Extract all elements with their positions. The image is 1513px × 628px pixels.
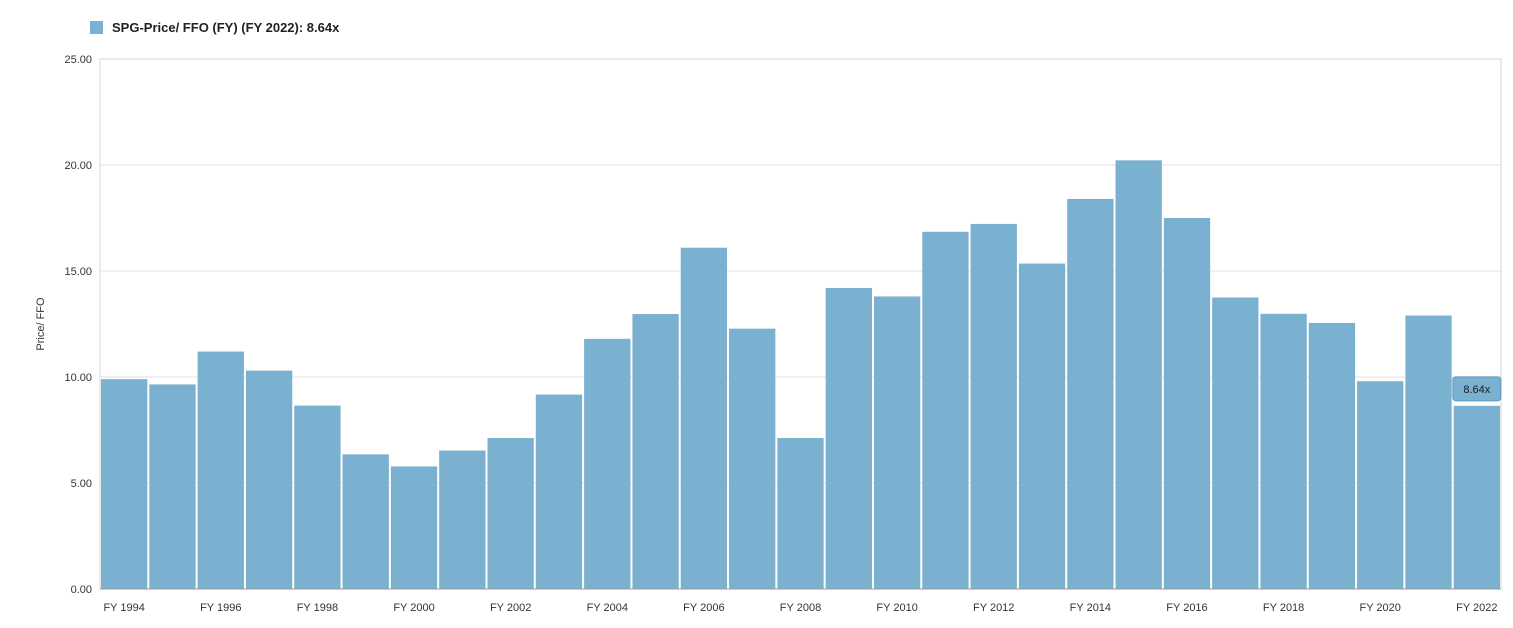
x-tick-label: FY 2000 (393, 602, 434, 614)
x-tick-label: FY 2006 (683, 602, 724, 614)
value-callout: 8.64x (1452, 376, 1502, 402)
x-tick-label: FY 1996 (200, 602, 241, 614)
y-axis-label: Price/ FFO (35, 297, 47, 351)
x-tick-label: FY 1998 (297, 602, 338, 614)
x-tick-label: FY 2012 (973, 602, 1014, 614)
y-tick-label: 0.00 (71, 584, 92, 596)
y-tick-label: 20.00 (64, 160, 92, 172)
bar-fy-1999[interactable] (342, 454, 389, 589)
bar-fy-2012[interactable] (970, 223, 1017, 589)
x-tick-label: FY 2004 (587, 602, 628, 614)
y-tick-label: 10.00 (64, 372, 92, 384)
bar-fy-2007[interactable] (729, 328, 776, 589)
y-tick-label: 25.00 (64, 54, 92, 66)
x-tick-label: FY 2022 (1456, 602, 1497, 614)
bar-fy-2022[interactable] (1453, 405, 1500, 589)
bar-fy-2019[interactable] (1308, 322, 1356, 589)
x-tick-label: FY 2014 (1070, 602, 1111, 614)
bar-fy-2016[interactable] (1163, 218, 1211, 589)
bars (101, 160, 1500, 590)
y-tick-label: 15.00 (64, 266, 92, 278)
x-tick-label: FY 1994 (103, 602, 144, 614)
bar-fy-2009[interactable] (825, 287, 872, 589)
bar-fy-2006[interactable] (680, 247, 728, 589)
x-tick-label: FY 2018 (1263, 602, 1304, 614)
bar-fy-2004[interactable] (584, 338, 631, 589)
bar-fy-1994[interactable] (101, 379, 148, 589)
callout-label: 8.64x (1463, 384, 1490, 396)
bar-fy-2018[interactable] (1260, 313, 1307, 589)
chart-legend[interactable]: SPG-Price/ FFO (FY) (FY 2022): 8.64x (90, 20, 339, 35)
bar-fy-1998[interactable] (294, 405, 341, 589)
bar-fy-1996[interactable] (197, 351, 244, 589)
bar-fy-2002[interactable] (487, 438, 534, 589)
callout-box (1452, 376, 1502, 402)
bar-fy-2008[interactable] (777, 438, 824, 589)
bar-fy-2014[interactable] (1067, 198, 1114, 590)
x-tick-label: FY 2016 (1166, 602, 1207, 614)
y-tick-label: 5.00 (71, 478, 92, 490)
axes: 0.00 5.00 10.00 15.00 20.00 25.00 FY 1994 FY 19… (64, 54, 1502, 614)
bar-fy-2011[interactable] (922, 231, 969, 589)
x-tick-label: FY 2020 (1360, 602, 1401, 614)
legend-swatch (90, 21, 103, 34)
bar-fy-1997[interactable] (245, 370, 293, 589)
bar-fy-2015[interactable] (1115, 160, 1162, 589)
bar-fy-2013[interactable] (1018, 263, 1066, 589)
bar-fy-2017[interactable] (1212, 297, 1259, 590)
bar-fy-2003[interactable] (535, 394, 583, 589)
x-tick-label: FY 2008 (780, 602, 821, 614)
bar-fy-2020[interactable] (1357, 381, 1404, 589)
bar-fy-1995[interactable] (149, 384, 196, 589)
bar-fy-2000[interactable] (390, 466, 438, 589)
x-tick-label: FY 2010 (876, 602, 917, 614)
bar-fy-2001[interactable] (439, 450, 486, 589)
bar-fy-2005[interactable] (632, 314, 679, 589)
bar-fy-2010[interactable] (873, 296, 921, 589)
x-tick-label: FY 2002 (490, 602, 531, 614)
legend-label: SPG-Price/ FFO (FY) (FY 2022): 8.64x (112, 20, 340, 35)
bar-fy-2021[interactable] (1405, 315, 1452, 589)
